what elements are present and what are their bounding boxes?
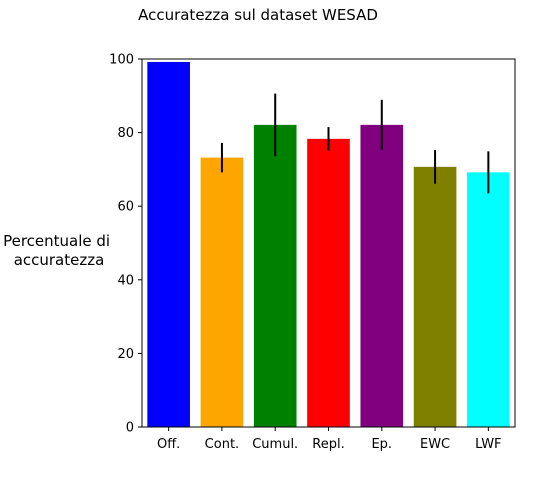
chart-title: Accuratezza sul dataset WESAD: [138, 6, 378, 24]
y-tick-label: 40: [117, 273, 134, 288]
bar-ep: [360, 124, 404, 427]
y-axis-ticks: 0 20 40 60 80 100: [109, 53, 142, 436]
y-tick-label: 80: [117, 126, 134, 141]
x-tick-label: Cumul.: [252, 437, 298, 452]
bar-repl: [307, 138, 350, 427]
x-tick-label: EWC: [420, 437, 450, 452]
y-tick-label: 60: [117, 200, 134, 215]
error-bars-group: [220, 93, 490, 194]
plot-frame: [141, 58, 516, 428]
y-tick-label: 100: [109, 53, 134, 68]
x-tick-label: LWF: [475, 437, 501, 452]
x-axis-ticks: Off. Cont. Cumul. Repl. Ep. EWC LWF: [157, 427, 502, 452]
y-axis-label-line-1: Percentuale di: [3, 232, 110, 250]
x-tick-label: Cont.: [205, 437, 240, 452]
x-tick-label: Ep.: [371, 437, 392, 452]
y-tick-label: 20: [117, 347, 134, 362]
bar-off: [147, 61, 190, 427]
bar-ewc: [413, 166, 457, 427]
bar-cumul: [253, 124, 297, 427]
y-axis-label-line-2: accuratezza: [14, 251, 105, 269]
x-tick-label: Repl.: [312, 437, 344, 452]
bar-cont: [200, 157, 244, 427]
bars-group: [147, 61, 510, 427]
x-tick-label: Off.: [157, 437, 180, 452]
y-axis-label: Percentuale di accuratezza: [3, 232, 115, 269]
bar-lwf: [467, 172, 510, 427]
y-tick-label: 0: [126, 421, 134, 436]
